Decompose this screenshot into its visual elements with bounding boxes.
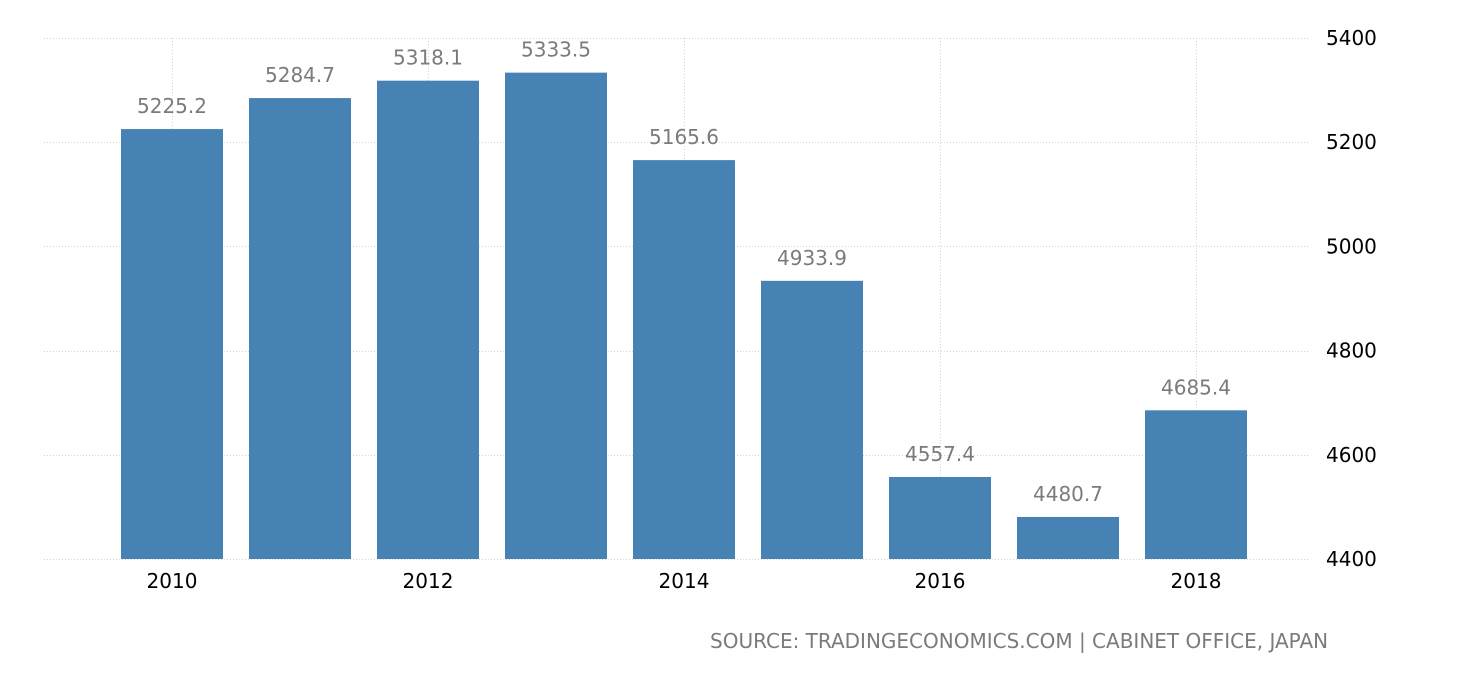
y-tick-label: 5200 bbox=[1326, 130, 1377, 154]
data-labels: 5225.2 5284.7 5318.1 5333.5 5165.6 4933.9 4557… bbox=[137, 38, 1231, 506]
x-tick-label: 2014 bbox=[659, 569, 710, 593]
bars bbox=[121, 72, 1247, 560]
bar-2014 bbox=[633, 160, 735, 559]
data-label-2016: 4557.4 bbox=[905, 442, 975, 466]
y-tick-label: 4800 bbox=[1326, 339, 1377, 363]
x-axis-ticks: 2010 2012 2014 2016 2018 bbox=[147, 569, 1222, 593]
x-tick-label: 2012 bbox=[403, 569, 454, 593]
bar-2013 bbox=[505, 72, 607, 560]
data-label-2015: 4933.9 bbox=[777, 246, 847, 270]
x-tick-label: 2018 bbox=[1171, 569, 1222, 593]
bar-2017 bbox=[1017, 516, 1119, 559]
data-label-2012: 5318.1 bbox=[393, 46, 463, 70]
bar-2016 bbox=[889, 476, 991, 559]
data-label-2010: 5225.2 bbox=[137, 94, 207, 118]
source-text: SOURCE: TRADINGECONOMICS.COM | CABINET O… bbox=[710, 629, 1329, 653]
y-tick-label: 4600 bbox=[1326, 443, 1377, 467]
y-tick-label: 5400 bbox=[1326, 26, 1377, 50]
bar-2018 bbox=[1145, 410, 1247, 559]
y-axis-ticks: 4400 4600 4800 5000 5200 5400 bbox=[1326, 26, 1377, 571]
y-tick-label: 4400 bbox=[1326, 547, 1377, 571]
bar-2015 bbox=[761, 280, 863, 559]
x-tick-label: 2010 bbox=[147, 569, 198, 593]
bar-2011 bbox=[249, 98, 351, 560]
bar-2010 bbox=[121, 129, 223, 559]
data-label-2014: 5165.6 bbox=[649, 125, 719, 149]
x-tick-label: 2016 bbox=[915, 569, 966, 593]
data-label-2017: 4480.7 bbox=[1033, 482, 1103, 506]
data-label-2018: 4685.4 bbox=[1161, 375, 1231, 399]
bar-2012 bbox=[377, 80, 479, 560]
data-label-2013: 5333.5 bbox=[521, 38, 591, 62]
y-tick-label: 5000 bbox=[1326, 234, 1377, 258]
data-label-2011: 5284.7 bbox=[265, 63, 335, 87]
